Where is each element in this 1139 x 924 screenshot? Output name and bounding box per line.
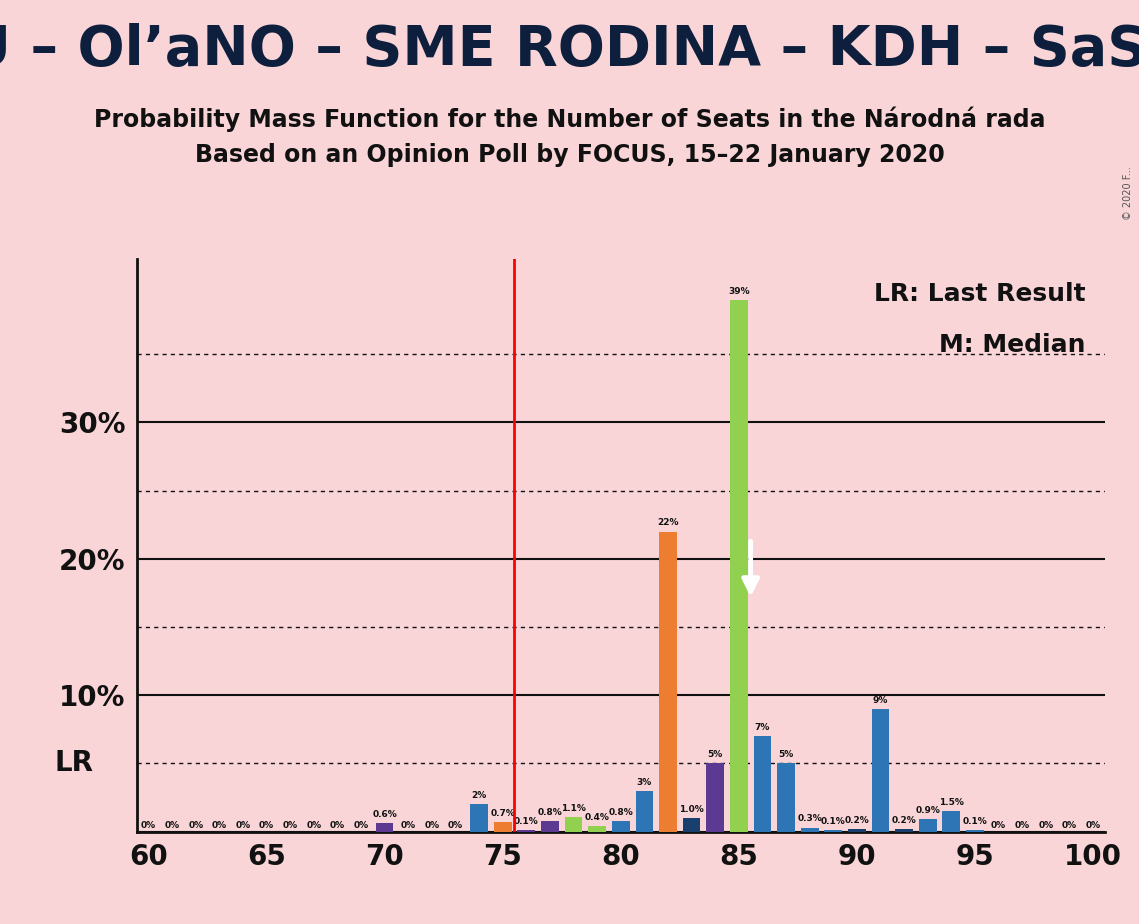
Text: LR: Last Result: LR: Last Result <box>874 282 1085 306</box>
Text: 0%: 0% <box>1015 821 1030 830</box>
Bar <box>494 822 511 832</box>
Text: 0%: 0% <box>236 821 251 830</box>
Bar <box>565 817 582 832</box>
Text: 0.8%: 0.8% <box>538 808 563 817</box>
Bar <box>636 791 654 832</box>
Bar <box>849 829 866 832</box>
Bar <box>541 821 559 832</box>
Text: Based on an Opinion Poll by FOCUS, 15–22 January 2020: Based on an Opinion Poll by FOCUS, 15–22… <box>195 143 944 167</box>
Text: 0.9%: 0.9% <box>916 807 940 815</box>
Text: 0%: 0% <box>212 821 227 830</box>
Text: 0%: 0% <box>164 821 180 830</box>
Text: 5%: 5% <box>707 750 723 760</box>
Text: 0.4%: 0.4% <box>584 813 609 822</box>
Text: 0.7%: 0.7% <box>490 808 515 818</box>
Bar <box>966 831 984 832</box>
Text: 22%: 22% <box>657 518 679 528</box>
Text: 3%: 3% <box>637 778 652 786</box>
Text: S–SPOLU – OlʼaNO – SME RODINA – KDH – SaS – MOS: S–SPOLU – OlʼaNO – SME RODINA – KDH – Sa… <box>0 23 1139 77</box>
Bar <box>682 818 700 832</box>
Bar <box>612 821 630 832</box>
Text: 1.1%: 1.1% <box>562 804 585 812</box>
Text: M: Median: M: Median <box>939 334 1085 358</box>
Bar <box>470 804 487 832</box>
Bar <box>777 763 795 832</box>
Text: 0.3%: 0.3% <box>797 814 822 823</box>
Text: 0%: 0% <box>425 821 440 830</box>
Text: 1.5%: 1.5% <box>939 798 964 807</box>
Bar <box>942 811 960 832</box>
Text: 0%: 0% <box>1062 821 1077 830</box>
Text: 0.2%: 0.2% <box>892 816 917 825</box>
Text: 0%: 0% <box>1085 821 1100 830</box>
Text: 1.0%: 1.0% <box>679 805 704 814</box>
Text: 0%: 0% <box>401 821 416 830</box>
Bar <box>730 299 747 832</box>
Text: 0.6%: 0.6% <box>372 810 398 820</box>
Text: 0%: 0% <box>259 821 274 830</box>
Bar <box>919 820 936 832</box>
Text: 0.2%: 0.2% <box>844 816 869 825</box>
Text: 0.1%: 0.1% <box>514 817 539 826</box>
Text: 9%: 9% <box>872 696 888 705</box>
Bar <box>517 831 535 832</box>
Text: 0%: 0% <box>448 821 464 830</box>
Text: 0%: 0% <box>282 821 297 830</box>
Text: 0.8%: 0.8% <box>608 808 633 817</box>
Bar <box>801 828 819 832</box>
Bar <box>376 823 393 832</box>
Text: 39%: 39% <box>728 286 749 296</box>
Bar <box>825 831 842 832</box>
Text: 0.1%: 0.1% <box>962 817 988 826</box>
Text: 0%: 0% <box>306 821 321 830</box>
Text: 7%: 7% <box>755 723 770 732</box>
Text: 5%: 5% <box>778 750 794 760</box>
Text: 0%: 0% <box>991 821 1006 830</box>
Text: 0%: 0% <box>1039 821 1054 830</box>
Bar <box>895 829 913 832</box>
Text: 0%: 0% <box>353 821 369 830</box>
Text: © 2020 F...: © 2020 F... <box>1123 166 1133 220</box>
Text: 2%: 2% <box>472 791 486 800</box>
Bar <box>659 531 677 832</box>
Text: LR: LR <box>55 749 93 777</box>
Text: Probability Mass Function for the Number of Seats in the Národná rada: Probability Mass Function for the Number… <box>93 106 1046 132</box>
Bar <box>588 826 606 832</box>
Text: 0%: 0% <box>330 821 345 830</box>
Text: 0%: 0% <box>141 821 156 830</box>
Bar <box>871 709 890 832</box>
Bar <box>754 736 771 832</box>
Text: 0%: 0% <box>188 821 203 830</box>
Bar <box>706 763 724 832</box>
Text: 0.1%: 0.1% <box>821 817 845 826</box>
